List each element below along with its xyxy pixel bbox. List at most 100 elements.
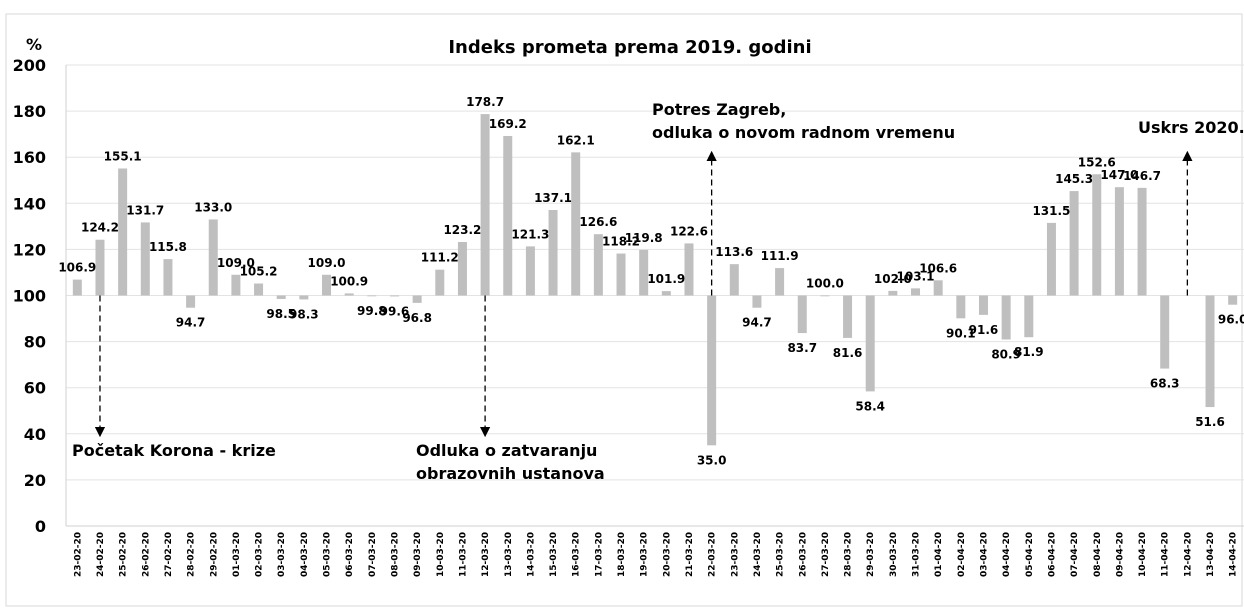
data-label: 122.6	[670, 224, 708, 238]
x-tick-label: 23-02-20	[73, 532, 83, 577]
data-label: 145.3	[1055, 172, 1093, 186]
data-label: 35.0	[697, 453, 727, 467]
x-tick-label: 28-03-20	[844, 532, 854, 577]
data-label: 109.0	[308, 256, 346, 270]
bar	[956, 295, 966, 319]
x-tick-label: 13-04-20	[1206, 532, 1216, 577]
x-tick-label: 10-04-20	[1138, 532, 1148, 577]
annotation: Potres Zagreb,	[652, 100, 786, 119]
x-tick-label: 05-04-20	[1025, 532, 1035, 577]
data-label: 169.2	[489, 117, 527, 131]
y-tick-label: 100	[13, 287, 46, 306]
data-label: 99.6	[380, 304, 410, 318]
bar	[729, 264, 739, 296]
bar	[593, 234, 603, 296]
bar	[276, 295, 286, 299]
y-tick-label: 20	[24, 471, 46, 490]
x-tick-label: 23-03-20	[730, 532, 740, 577]
x-tick-label: 06-04-20	[1047, 532, 1057, 577]
bar	[888, 290, 898, 296]
data-label: 131.5	[1032, 204, 1070, 218]
x-tick-label: 14-04-20	[1229, 532, 1239, 577]
data-label: 146.7	[1123, 169, 1161, 183]
data-label: 83.7	[787, 341, 817, 355]
bar	[1069, 191, 1079, 296]
x-tick-label: 24-03-20	[753, 532, 763, 577]
bar	[1092, 174, 1102, 296]
x-tick-label: 24-02-20	[96, 532, 106, 577]
x-tick-label: 18-03-20	[617, 532, 627, 577]
y-tick-label: 80	[24, 333, 46, 352]
data-label: 123.2	[443, 223, 481, 237]
data-label: 118.2	[602, 235, 640, 249]
x-tick-label: 30-03-20	[889, 532, 899, 577]
bar	[843, 295, 853, 338]
x-tick-label: 07-03-20	[368, 532, 378, 577]
data-label: 96.8	[402, 311, 432, 325]
data-label: 121.3	[511, 227, 549, 241]
x-tick-label: 09-04-20	[1115, 532, 1125, 577]
x-tick-label: 29-02-20	[209, 532, 219, 577]
x-tick-label: 12-04-20	[1183, 532, 1193, 577]
y-tick-label: 140	[13, 194, 46, 213]
x-tick-label: 31-03-20	[912, 532, 922, 577]
x-tick-label: 03-03-20	[277, 532, 287, 577]
bar	[911, 288, 921, 296]
bar	[1137, 187, 1147, 296]
data-label: 90.1	[946, 326, 976, 340]
data-label: 155.1	[104, 149, 142, 163]
x-tick-label: 08-03-20	[390, 532, 400, 577]
bar	[118, 168, 128, 296]
annotation: Početak Korona - krize	[72, 441, 276, 460]
annotation: odluka o novom radnom vremenu	[652, 123, 955, 142]
x-tick-label: 27-02-20	[164, 532, 174, 577]
x-tick-label: 09-03-20	[413, 532, 423, 577]
bar	[208, 219, 218, 296]
x-tick-label: 02-04-20	[957, 532, 967, 577]
bar	[571, 152, 581, 296]
y-tick-label: 160	[13, 148, 46, 167]
bar	[978, 295, 988, 315]
frame	[5, 13, 1243, 607]
bar	[820, 295, 830, 297]
bar	[616, 253, 626, 296]
x-tick-label: 04-03-20	[300, 532, 310, 577]
x-tick-label: 05-03-20	[323, 532, 333, 577]
bar	[684, 243, 694, 296]
data-label: 96.0	[1218, 313, 1244, 327]
y-tick-label: 120	[13, 240, 46, 259]
data-label: 119.8	[625, 231, 663, 245]
data-label: 94.7	[176, 316, 206, 330]
bar	[95, 239, 105, 296]
bar	[163, 259, 173, 296]
bar	[72, 279, 82, 296]
data-label: 81.6	[833, 346, 863, 360]
bar	[548, 209, 558, 296]
bar	[367, 295, 377, 297]
chart-title: Indeks prometa prema 2019. godini	[448, 37, 811, 58]
data-label: 131.7	[126, 203, 164, 217]
y-tick-label: 60	[24, 379, 46, 398]
bar	[797, 295, 807, 334]
x-tick-label: 02-03-20	[255, 532, 265, 577]
data-label: 106.9	[58, 261, 96, 275]
x-tick-label: 14-03-20	[526, 532, 536, 577]
bar	[1114, 187, 1124, 296]
data-label: 106.6	[919, 261, 957, 275]
x-tick-label: 19-03-20	[640, 532, 650, 577]
bar	[140, 222, 150, 296]
data-label: 124.2	[81, 221, 119, 235]
data-label: 111.9	[761, 249, 799, 263]
annotation: Uskrs 2020.	[1138, 118, 1244, 137]
bar	[457, 242, 467, 296]
data-label: 133.0	[194, 200, 232, 214]
data-label: 178.7	[466, 95, 504, 109]
data-label: 113.6	[715, 245, 753, 259]
bar	[752, 295, 762, 308]
y-tick-label: 200	[13, 56, 46, 75]
data-label: 126.6	[579, 215, 617, 229]
bar	[322, 274, 332, 296]
x-tick-label: 25-03-20	[776, 532, 786, 577]
data-label: 98.3	[289, 307, 319, 321]
